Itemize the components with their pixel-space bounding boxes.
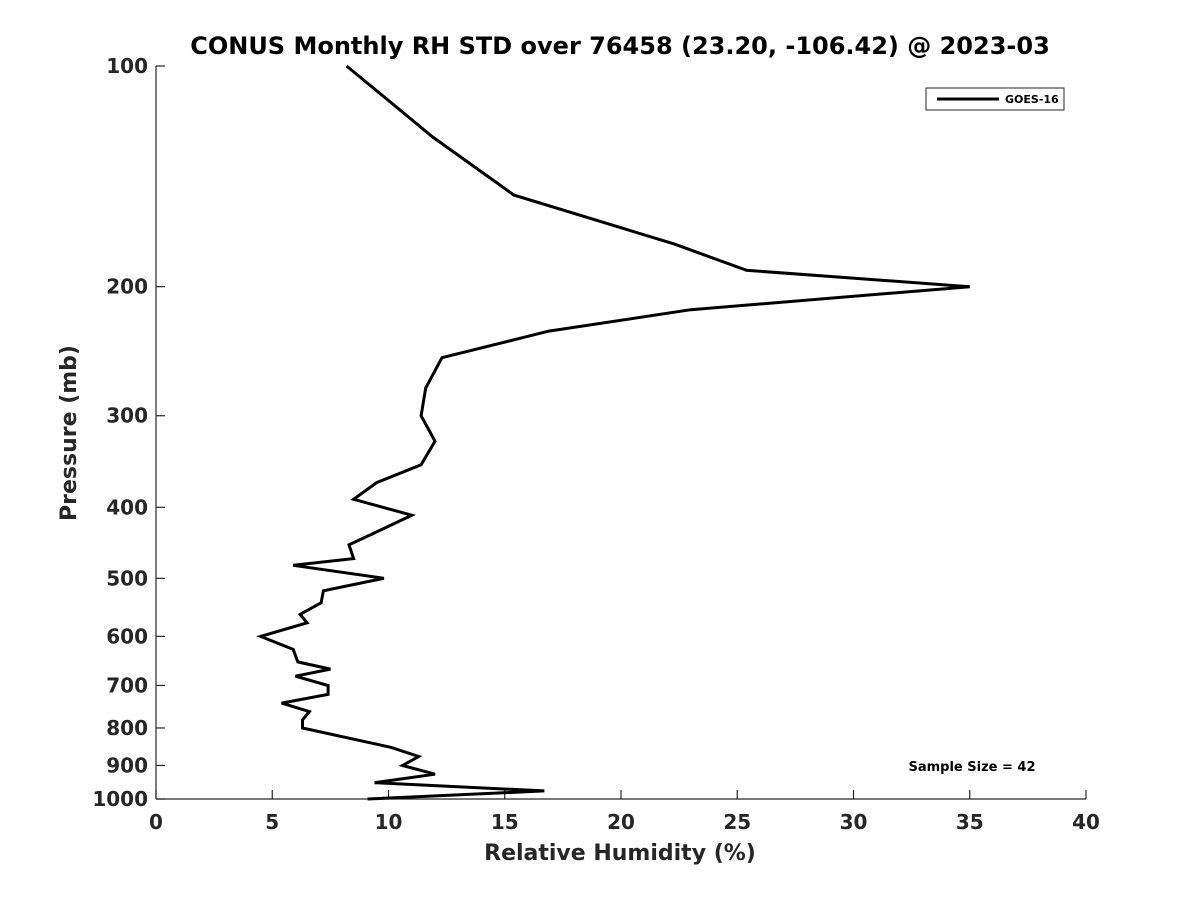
sample-size-annotation: Sample Size = 42 (908, 760, 1035, 775)
legend: GOES-16 (925, 87, 1065, 111)
x-tick-label: 10 (375, 810, 403, 834)
x-axis-label: Relative Humidity (%) (484, 841, 756, 866)
y-tick-label: 700 (106, 673, 148, 697)
series-line-goes-16 (256, 64, 970, 801)
y-tick-label: 500 (106, 566, 148, 590)
x-tick-label: 30 (840, 810, 868, 834)
y-tick-label: 900 (106, 753, 148, 777)
x-tick-label: 20 (607, 810, 635, 834)
x-tick-label: 35 (956, 810, 984, 834)
x-tick-label: 5 (265, 810, 279, 834)
x-tick-label: 0 (149, 810, 163, 834)
y-tick-label: 400 (106, 495, 148, 519)
x-tick-label: 40 (1072, 810, 1100, 834)
chart-title: CONUS Monthly RH STD over 76458 (23.20, … (190, 32, 1050, 60)
series-lines (256, 64, 970, 801)
x-axis-ticks: 0 5 10 15 20 25 30 35 40 (149, 790, 1100, 834)
y-tick-label: 1000 (92, 787, 148, 811)
y-tick-label: 800 (106, 716, 148, 740)
y-axis-ticks: 100 200 300 400 500 600 700 800 900 1000 (92, 54, 165, 811)
y-tick-label: 300 (106, 404, 148, 428)
x-tick-label: 15 (491, 810, 519, 834)
y-tick-label: 600 (106, 624, 148, 648)
y-tick-label: 100 (106, 54, 148, 78)
y-axis-label: Pressure (mb) (57, 345, 82, 521)
legend-label: GOES-16 (1005, 93, 1059, 106)
plot-axes (155, 66, 1086, 800)
y-tick-label: 200 (106, 275, 148, 299)
x-tick-label: 25 (723, 810, 751, 834)
